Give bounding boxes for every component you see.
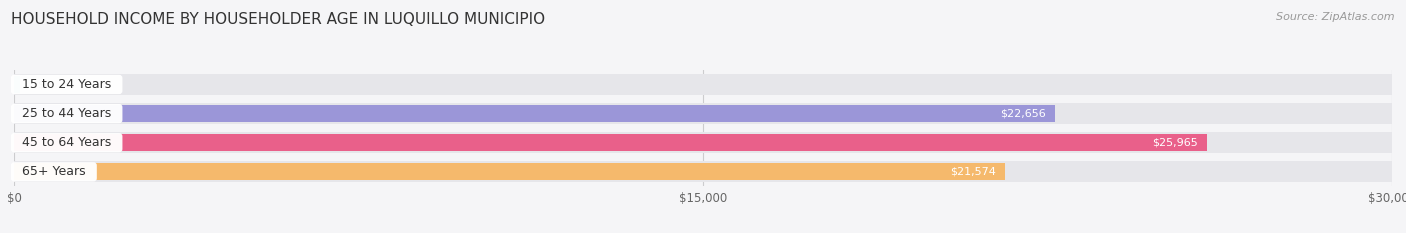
Text: $0: $0 [37,79,51,89]
Bar [14,76,20,93]
Text: 45 to 64 Years: 45 to 64 Years [14,136,120,149]
Text: $25,965: $25,965 [1152,138,1198,148]
Text: $22,656: $22,656 [1000,109,1046,119]
Bar [14,132,1392,153]
Text: $21,574: $21,574 [950,167,995,177]
Text: 25 to 44 Years: 25 to 44 Years [14,107,120,120]
Bar [14,163,1005,180]
Text: HOUSEHOLD INCOME BY HOUSEHOLDER AGE IN LUQUILLO MUNICIPIO: HOUSEHOLD INCOME BY HOUSEHOLDER AGE IN L… [11,12,546,27]
Text: Source: ZipAtlas.com: Source: ZipAtlas.com [1277,12,1395,22]
Text: 65+ Years: 65+ Years [14,165,94,178]
Bar [14,103,1392,124]
Text: 15 to 24 Years: 15 to 24 Years [14,78,120,91]
Bar [14,74,1392,95]
Bar [14,134,1206,151]
Bar [14,105,1054,122]
Bar [14,161,1392,182]
